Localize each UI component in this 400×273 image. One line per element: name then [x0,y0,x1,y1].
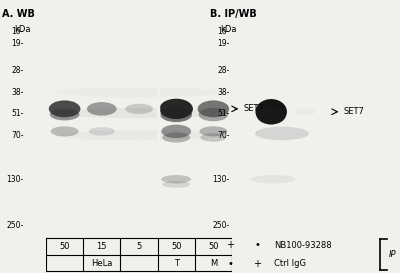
Text: +: + [253,259,261,269]
Ellipse shape [55,130,223,141]
Text: A. WB: A. WB [2,9,35,19]
Text: 15: 15 [96,242,107,251]
Text: 50: 50 [59,242,70,251]
Ellipse shape [250,175,296,183]
Ellipse shape [257,107,286,124]
Text: kDa: kDa [220,25,236,34]
Ellipse shape [51,126,78,136]
Ellipse shape [200,133,226,142]
Text: 51-: 51- [218,109,230,118]
Text: B. IP/WB: B. IP/WB [210,9,257,19]
Ellipse shape [198,100,229,117]
Ellipse shape [160,107,192,122]
Text: SET7: SET7 [343,107,364,116]
Ellipse shape [293,108,316,115]
Text: M: M [210,259,217,268]
Ellipse shape [50,109,80,120]
Text: +: + [226,240,234,250]
Ellipse shape [200,126,227,136]
Text: 19-: 19- [218,39,230,48]
Ellipse shape [55,108,223,118]
Ellipse shape [162,181,190,188]
Ellipse shape [89,127,115,136]
Text: 19-: 19- [11,39,24,48]
Text: 16-: 16- [11,27,24,36]
Ellipse shape [161,175,191,183]
Ellipse shape [160,99,193,119]
Text: T: T [174,259,179,268]
Text: 130-: 130- [212,175,230,184]
Text: NB100-93288: NB100-93288 [274,241,332,250]
Text: 28-: 28- [12,66,24,75]
Text: •: • [254,240,260,250]
Ellipse shape [161,124,191,138]
Text: kDa: kDa [14,25,30,34]
Text: 51-: 51- [11,109,24,118]
Ellipse shape [87,102,117,116]
Text: 250-: 250- [212,221,230,230]
Text: 70-: 70- [11,131,24,140]
Ellipse shape [125,104,153,114]
Text: 5: 5 [136,242,142,251]
Ellipse shape [198,108,228,121]
Text: 70-: 70- [217,131,230,140]
Text: 130-: 130- [6,175,24,184]
Text: 38-: 38- [11,88,24,97]
Text: 38-: 38- [218,88,230,97]
Text: 28-: 28- [218,66,230,75]
Text: HeLa: HeLa [91,259,112,268]
Ellipse shape [49,100,80,117]
Text: 16-: 16- [218,27,230,36]
Text: IP: IP [389,250,397,259]
Ellipse shape [255,127,309,140]
Text: Ctrl IgG: Ctrl IgG [274,259,306,268]
Text: •: • [227,259,233,269]
Text: 250-: 250- [6,221,24,230]
Text: 50: 50 [208,242,219,251]
Text: SET7: SET7 [243,104,264,113]
Ellipse shape [162,132,190,143]
Text: 50: 50 [171,242,182,251]
Ellipse shape [256,99,287,124]
